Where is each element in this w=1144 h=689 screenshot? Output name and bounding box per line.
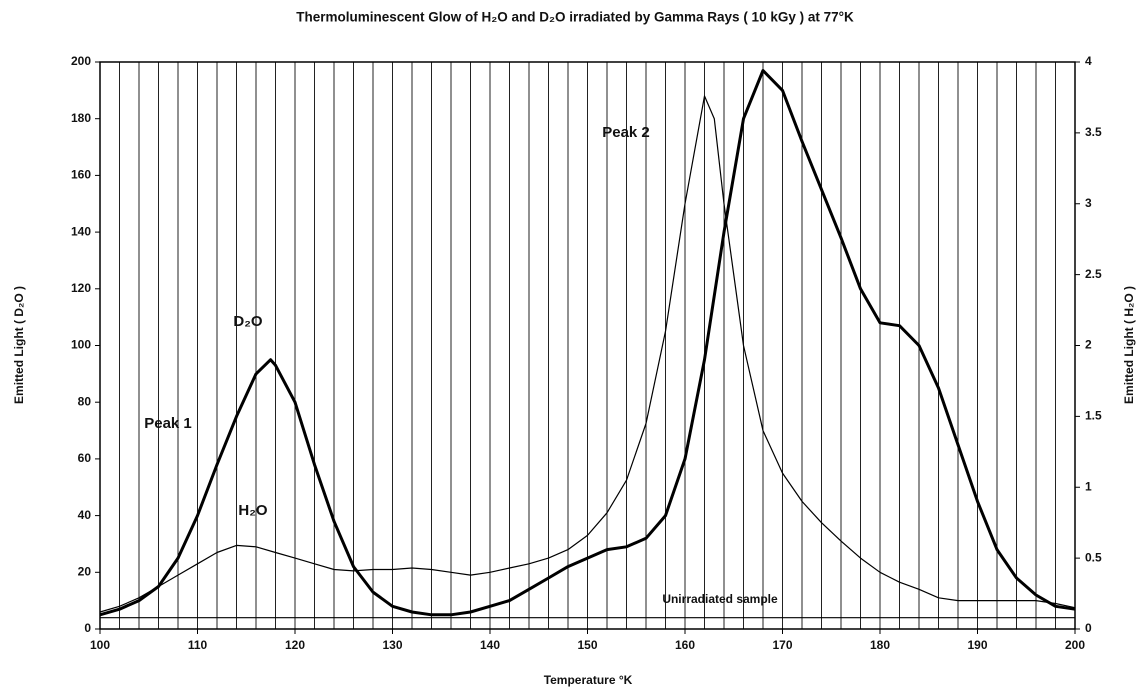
x-tick-label: 170 xyxy=(772,638,792,652)
y-tick-label: 20 xyxy=(78,564,92,578)
y-tick-label: 200 xyxy=(71,54,91,68)
series-line xyxy=(99,69,1076,617)
x-tick-label: 140 xyxy=(480,638,500,652)
chart-title: Thermoluminescent Glow of H₂O and D₂O ir… xyxy=(296,10,854,25)
x-tick-label: 150 xyxy=(577,638,597,652)
y2-tick-label: 0.5 xyxy=(1085,550,1102,564)
y-tick-label: 40 xyxy=(78,508,92,522)
y-tick-label: 160 xyxy=(71,168,91,182)
series-label: Unirradiated sample xyxy=(662,592,778,606)
x-axis-label: Temperature °K xyxy=(544,673,633,687)
y-tick-label: 140 xyxy=(71,224,91,238)
y2-tick-label: 0 xyxy=(1085,621,1092,635)
y-tick-label: 0 xyxy=(84,621,91,635)
series-line xyxy=(99,95,1076,613)
x-tick-label: 130 xyxy=(382,638,402,652)
y-axis-label: Emitted Light ( D₂O ) xyxy=(12,286,26,404)
x-tick-label: 200 xyxy=(1065,638,1085,652)
y2-axis-label: Emitted Light ( H₂O ) xyxy=(1122,286,1136,404)
y2-tick-label: 3.5 xyxy=(1085,125,1102,139)
series-label: H₂O xyxy=(238,502,267,519)
y-tick-label: 60 xyxy=(78,451,92,465)
annotation: Peak 2 xyxy=(602,124,650,141)
x-tick-label: 120 xyxy=(285,638,305,652)
y2-tick-label: 4 xyxy=(1085,54,1092,68)
series-label: D₂O xyxy=(233,313,262,330)
y2-tick-label: 1.5 xyxy=(1085,409,1102,423)
x-tick-label: 110 xyxy=(188,638,208,652)
y-tick-label: 80 xyxy=(78,394,92,408)
y2-tick-label: 1 xyxy=(1085,479,1092,493)
y2-tick-label: 2 xyxy=(1085,338,1092,352)
y-tick-label: 100 xyxy=(71,338,91,352)
plot-frame xyxy=(99,61,1076,630)
y2-tick-label: 2.5 xyxy=(1085,267,1102,281)
x-tick-label: 100 xyxy=(90,638,110,652)
y-tick-label: 180 xyxy=(71,111,91,125)
x-tick-label: 190 xyxy=(967,638,987,652)
annotation: Peak 1 xyxy=(144,415,192,432)
x-tick-label: 160 xyxy=(675,638,695,652)
y-tick-label: 120 xyxy=(71,281,91,295)
y2-tick-label: 3 xyxy=(1085,196,1092,210)
x-tick-label: 180 xyxy=(870,638,890,652)
